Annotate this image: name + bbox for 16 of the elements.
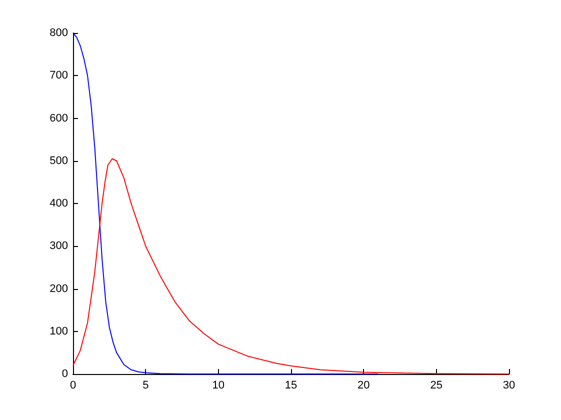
y-tick-label: 700 [50,70,68,82]
y-tick-label: 0 [62,368,68,380]
x-tick-label: 5 [142,380,149,392]
y-tick-label: 200 [50,282,68,295]
y-tick-label: 100 [50,325,68,338]
x-tick-label: 10 [212,380,224,392]
y-tick-label: 400 [50,198,68,210]
x-tick-label: 15 [284,380,298,392]
y-tick-label: 300 [50,240,68,252]
y-tick-label: 600 [50,112,68,124]
x-tick-label: 30 [502,380,516,392]
y-tick-label: 500 [50,154,68,167]
x-tick-label: 0 [70,380,76,392]
x-tick-label: 20 [358,380,370,392]
y-tick-label: 800 [50,27,68,39]
x-tick-label: 25 [430,380,442,392]
